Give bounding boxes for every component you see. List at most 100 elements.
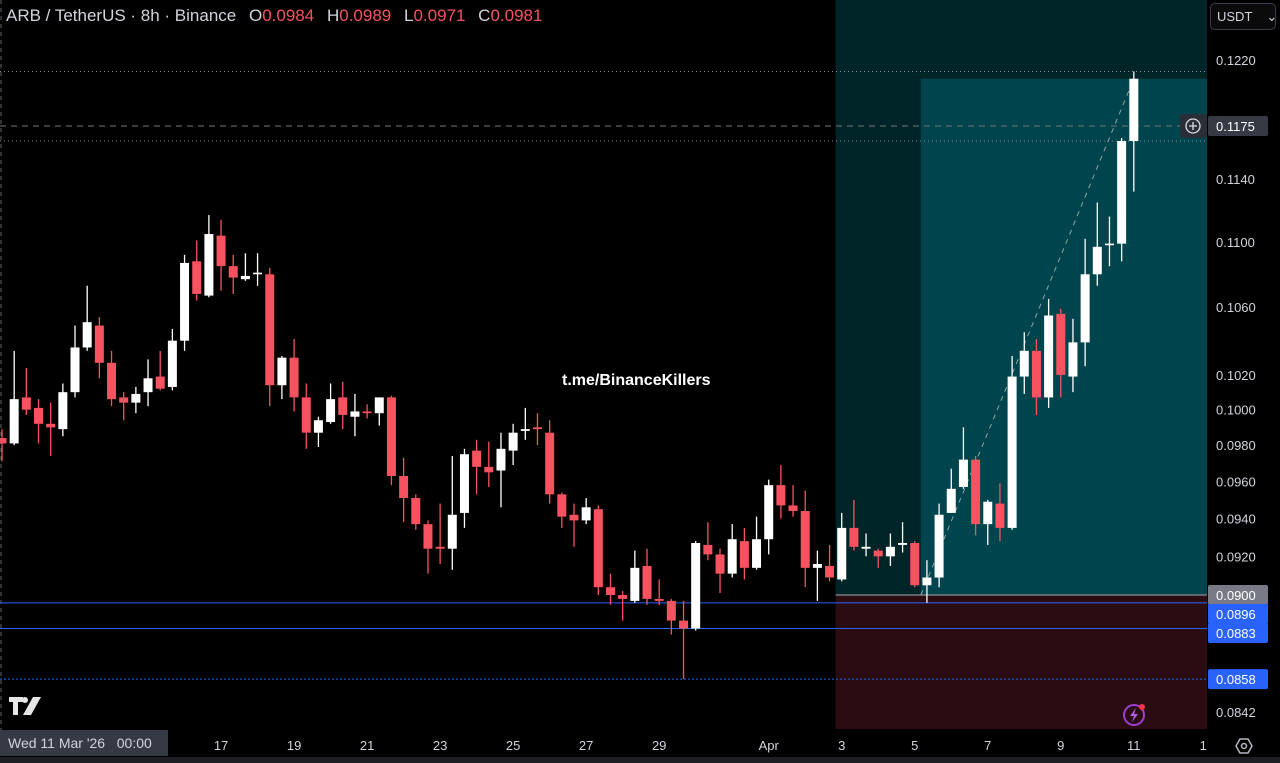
candle[interactable] (21, 367, 31, 415)
symbol-header[interactable]: ARB / TetherUS · 8h · Binance O0.0984 H0… (6, 6, 542, 26)
candle[interactable] (691, 541, 701, 631)
candle[interactable] (435, 503, 445, 565)
candle[interactable] (849, 499, 859, 551)
candle[interactable] (326, 383, 336, 424)
candle[interactable] (155, 350, 165, 391)
candle[interactable] (447, 456, 457, 570)
candle[interactable] (1104, 216, 1114, 267)
candle[interactable] (958, 427, 968, 489)
candle[interactable] (386, 395, 396, 486)
candle[interactable] (265, 267, 275, 407)
candle[interactable] (508, 423, 518, 466)
candle[interactable] (0, 429, 7, 462)
candle[interactable] (253, 253, 263, 286)
lightning-icon[interactable] (1122, 702, 1148, 733)
candle[interactable] (1092, 202, 1102, 286)
time-axis[interactable]: 17 19 21 23 25 27 29 Apr 3 5 7 9 11 13 (0, 730, 1234, 757)
candle[interactable] (825, 544, 835, 582)
candle[interactable] (922, 560, 932, 603)
candle[interactable] (873, 548, 883, 568)
candle[interactable] (1129, 71, 1139, 192)
candle[interactable] (898, 522, 908, 553)
candle[interactable] (58, 383, 68, 437)
candle[interactable] (995, 483, 1005, 542)
candle[interactable] (338, 381, 348, 430)
candle[interactable] (861, 533, 871, 557)
stop-loss-zone[interactable] (835, 595, 1207, 729)
candle[interactable] (82, 285, 92, 351)
candle[interactable] (228, 254, 238, 294)
candle[interactable] (1044, 298, 1054, 408)
candle[interactable] (971, 456, 981, 536)
candle[interactable] (301, 383, 311, 449)
candle[interactable] (788, 485, 798, 517)
candle[interactable] (983, 499, 993, 545)
candle[interactable] (1007, 355, 1017, 530)
candle[interactable] (532, 413, 542, 446)
candle[interactable] (557, 492, 567, 528)
gear-icon[interactable] (1234, 736, 1254, 761)
candle[interactable] (119, 392, 129, 421)
candle[interactable] (472, 439, 482, 495)
candle[interactable] (70, 325, 80, 398)
candle[interactable] (776, 465, 786, 519)
candle[interactable] (180, 254, 190, 351)
candle[interactable] (411, 494, 421, 530)
candle[interactable] (581, 498, 591, 525)
candle[interactable] (1056, 308, 1066, 398)
candle[interactable] (910, 541, 920, 588)
candle[interactable] (812, 550, 822, 601)
candle[interactable] (1031, 338, 1041, 415)
candle[interactable] (362, 404, 372, 419)
candle[interactable] (131, 386, 141, 414)
candle[interactable] (618, 591, 628, 621)
candle[interactable] (34, 399, 44, 444)
candle[interactable] (800, 490, 810, 588)
candle[interactable] (192, 240, 202, 301)
plus-circle-icon[interactable] (1180, 114, 1207, 139)
candle[interactable] (679, 600, 689, 680)
candle[interactable] (727, 524, 737, 578)
candle[interactable] (606, 573, 615, 605)
candle[interactable] (545, 420, 555, 504)
candle[interactable] (885, 533, 895, 566)
candle[interactable] (94, 317, 104, 379)
candle[interactable] (9, 350, 19, 446)
candle[interactable] (143, 359, 153, 407)
tradingview-logo[interactable] (9, 696, 43, 721)
candle[interactable] (496, 432, 506, 508)
candle[interactable] (715, 548, 725, 594)
candle[interactable] (520, 407, 530, 440)
currency-selector[interactable]: USDT ⌄ (1210, 3, 1277, 30)
candle[interactable] (399, 457, 409, 523)
candle[interactable] (752, 516, 762, 570)
candle[interactable] (1080, 238, 1090, 367)
candle[interactable] (350, 393, 360, 437)
candle[interactable] (46, 402, 56, 457)
candle[interactable] (569, 503, 579, 547)
candle[interactable] (837, 512, 847, 582)
candle[interactable] (593, 505, 603, 595)
candle[interactable] (167, 328, 177, 391)
candle[interactable] (666, 598, 676, 635)
candle[interactable] (1117, 138, 1127, 262)
candle[interactable] (946, 468, 956, 513)
candle[interactable] (1019, 332, 1029, 394)
candle[interactable] (374, 397, 384, 426)
candle[interactable] (764, 479, 774, 555)
candle[interactable] (1068, 318, 1078, 393)
candle[interactable] (107, 350, 117, 407)
candle[interactable] (934, 503, 944, 588)
candle[interactable] (642, 548, 652, 605)
candle[interactable] (240, 253, 250, 281)
candle[interactable] (739, 527, 749, 580)
candle[interactable] (289, 338, 299, 412)
candle[interactable] (313, 416, 323, 448)
candle[interactable] (630, 550, 640, 603)
candle[interactable] (654, 579, 664, 605)
candle[interactable] (703, 522, 713, 561)
symbol-title[interactable]: ARB / TetherUS · 8h · Binance (6, 6, 237, 25)
candle[interactable] (484, 441, 494, 487)
candle[interactable] (216, 219, 226, 291)
